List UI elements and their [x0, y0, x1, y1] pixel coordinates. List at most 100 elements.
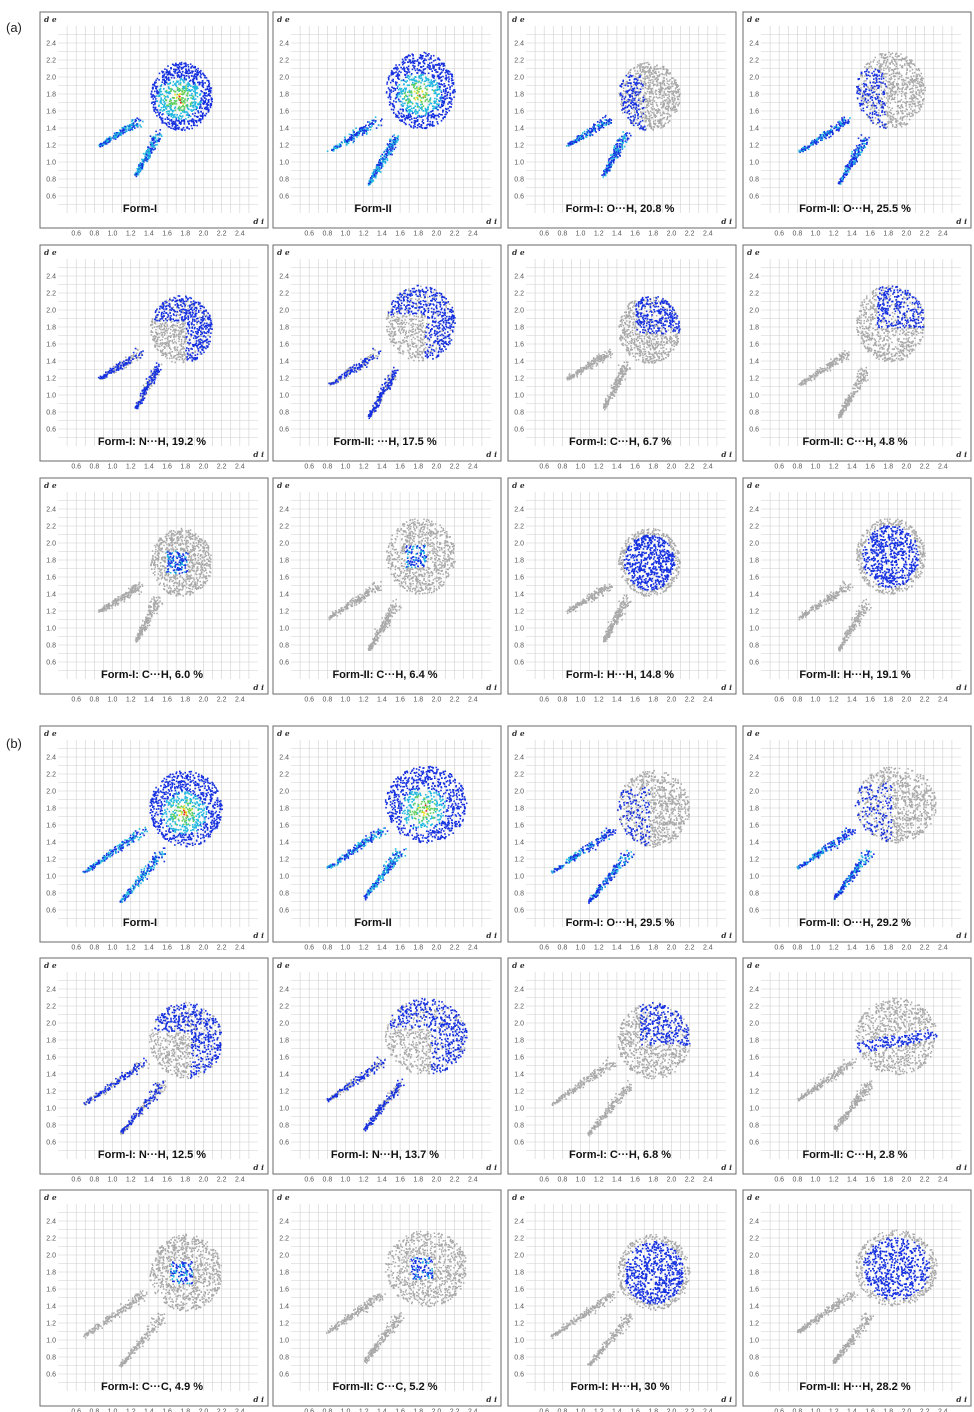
- scatter-point: [393, 146, 395, 148]
- scatter-point: [409, 119, 411, 121]
- scatter-point: [366, 133, 368, 135]
- scatter-point: [419, 81, 421, 83]
- scatter-point: [205, 107, 207, 109]
- scatter-point: [390, 148, 392, 150]
- scatter-point: [654, 108, 656, 110]
- scatter-point: [440, 84, 442, 86]
- scatter-point: [397, 92, 399, 94]
- section-label-b: (b): [6, 736, 22, 751]
- scatter-point: [179, 70, 181, 72]
- scatter-point: [660, 93, 662, 95]
- scatter-point: [674, 109, 676, 111]
- scatter-point: [452, 79, 454, 81]
- scatter-point: [106, 143, 108, 145]
- scatter-point: [669, 95, 671, 97]
- scatter-point: [442, 111, 444, 113]
- scatter-point: [361, 127, 363, 129]
- scatter-point: [649, 116, 651, 118]
- scatter-point: [206, 103, 208, 105]
- scatter-point: [139, 168, 141, 170]
- scatter-point: [199, 118, 201, 120]
- scatter-point: [638, 65, 640, 67]
- scatter-point: [190, 105, 192, 107]
- scatter-point: [402, 103, 404, 105]
- scatter-point: [197, 70, 199, 72]
- scatter-point: [382, 157, 384, 159]
- scatter-point: [428, 53, 430, 55]
- scatter-point: [413, 80, 415, 82]
- scatter-point: [663, 96, 665, 98]
- scatter-point: [162, 72, 164, 74]
- scatter-point: [104, 144, 106, 146]
- scatter-point: [173, 121, 175, 123]
- scatter-point: [162, 118, 164, 120]
- scatter-point: [175, 63, 177, 65]
- scatter-point: [164, 83, 166, 85]
- scatter-point: [645, 112, 647, 114]
- scatter-point: [327, 151, 329, 153]
- scatter-point: [354, 134, 356, 136]
- scatter-point: [139, 164, 141, 166]
- scatter-point: [192, 71, 194, 73]
- scatter-point: [651, 112, 653, 114]
- scatter-point: [175, 82, 177, 84]
- scatter-point: [414, 117, 416, 119]
- scatter-point: [151, 138, 153, 140]
- scatter-point: [390, 98, 392, 100]
- scatter-point: [191, 89, 193, 91]
- scatter-point: [439, 107, 441, 109]
- scatter-point: [191, 72, 193, 74]
- scatter-point: [169, 126, 171, 128]
- scatter-point: [673, 103, 675, 105]
- scatter-point: [185, 88, 187, 90]
- scatter-point: [439, 88, 441, 90]
- scatter-point: [388, 151, 390, 153]
- scatter-point: [195, 95, 197, 97]
- scatter-point: [401, 104, 403, 106]
- scatter-point: [408, 101, 410, 103]
- scatter-point: [189, 120, 191, 122]
- panel-caption: Form-I: [123, 203, 157, 215]
- scatter-point: [404, 68, 406, 70]
- scatter-point: [174, 94, 176, 96]
- scatter-point: [421, 117, 423, 119]
- scatter-point: [171, 116, 173, 118]
- scatter-point: [165, 118, 167, 120]
- scatter-point: [658, 68, 660, 70]
- scatter-point: [414, 88, 416, 90]
- scatter-point: [390, 139, 392, 141]
- scatter-point: [185, 85, 187, 87]
- scatter-point: [373, 172, 375, 174]
- scatter-point: [413, 78, 415, 80]
- scatter-point: [366, 127, 368, 129]
- scatter-point: [638, 98, 640, 100]
- scatter-point: [413, 62, 415, 64]
- scatter-point: [395, 147, 397, 149]
- scatter-point: [179, 77, 181, 79]
- scatter-point: [171, 88, 173, 90]
- scatter-point: [181, 99, 183, 101]
- scatter-point: [389, 94, 391, 96]
- scatter-point: [364, 130, 366, 132]
- scatter-point: [438, 57, 440, 59]
- scatter-point: [178, 74, 180, 76]
- y-tick-label: 1.0: [279, 160, 289, 167]
- scatter-point: [200, 100, 202, 102]
- scatter-point: [183, 80, 185, 82]
- scatter-point: [400, 109, 402, 111]
- scatter-point: [446, 71, 448, 73]
- scatter-point: [331, 149, 333, 151]
- scatter-point: [452, 82, 454, 84]
- scatter-point: [412, 65, 414, 67]
- scatter-point: [184, 102, 186, 104]
- scatter-point: [646, 71, 648, 73]
- scatter-point: [634, 67, 636, 69]
- scatter-point: [191, 75, 193, 77]
- scatter-point: [430, 81, 432, 83]
- scatter-point: [173, 71, 175, 73]
- scatter-point: [177, 125, 179, 127]
- scatter-point: [648, 101, 650, 103]
- scatter-point: [393, 109, 395, 111]
- scatter-point: [655, 120, 657, 122]
- scatter-point: [394, 140, 396, 142]
